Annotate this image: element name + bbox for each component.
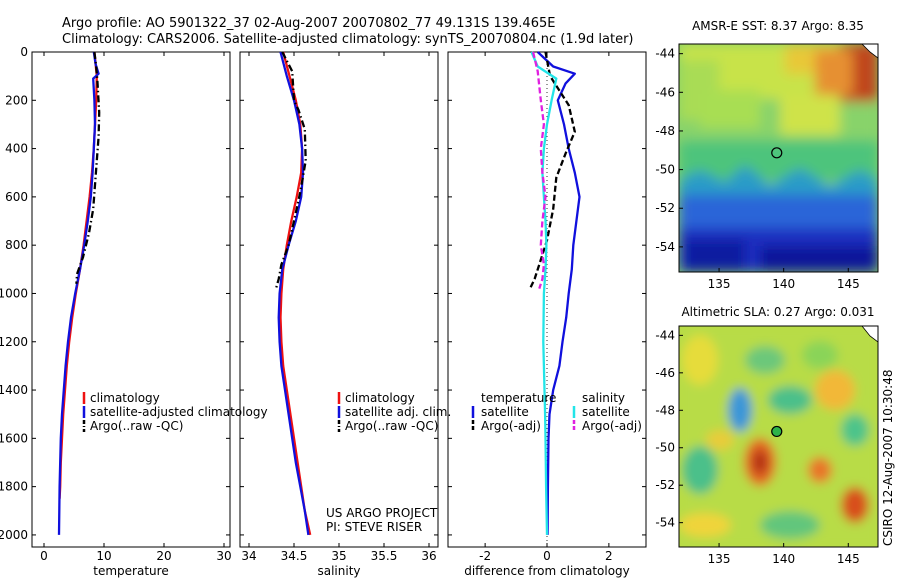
map-x-tick-label: 145 — [837, 277, 860, 291]
legend-label-satellite: satellite adj. clim. — [345, 405, 451, 419]
temperature-legend: climatology satellite-adjusted climatolo… — [82, 391, 268, 433]
y-tick-label: 1600 — [0, 431, 28, 445]
salinity-xlabel: salinity — [317, 564, 360, 578]
y-tick-label: 1800 — [0, 480, 28, 494]
map-y-tick-label: -54 — [655, 516, 675, 530]
legend-label-argo: Argo(..raw -QC) — [90, 419, 183, 433]
x-tick-label: 35 — [331, 549, 346, 563]
map-x-tick-label: 140 — [772, 552, 795, 566]
difference-legend: temperature salinity satellite Argo(-adj… — [471, 391, 642, 433]
salinity-panel — [239, 51, 439, 548]
x-tick-label: 0 — [40, 549, 48, 563]
temperature-panel — [31, 51, 231, 548]
argo-location-marker — [771, 425, 783, 438]
map-y-tick-label: -44 — [655, 47, 675, 61]
x-tick-label: 30 — [216, 549, 231, 563]
y-tick-label: 800 — [5, 238, 28, 252]
sla-map-title: Altimetric SLA: 0.27 Argo: 0.031 — [681, 305, 874, 319]
map-y-tick-label: -50 — [655, 163, 675, 177]
series-line-argo-adj- — [528, 51, 576, 290]
map-y-tick-label: -46 — [655, 85, 675, 99]
map-x-tick-label: 135 — [708, 277, 731, 291]
y-tick-label: 200 — [5, 93, 28, 107]
map-y-tick-label: -46 — [655, 366, 675, 380]
x-tick-label: 2 — [605, 549, 613, 563]
salinity-legend: climatology satellite adj. clim. Argo(..… — [337, 391, 451, 433]
timestamp-label: CSIRO 12-Aug-2007 10:30:48 — [881, 370, 895, 546]
series-line-satellite — [530, 51, 558, 535]
x-tick-label: 36 — [421, 549, 436, 563]
map-y-tick-label: -52 — [655, 201, 675, 215]
difference-xlabel: difference from climatology — [464, 564, 630, 578]
figure-title-line2: Climatology: CARS2006. Satellite-adjuste… — [62, 32, 634, 47]
y-tick-label: 2000 — [0, 528, 28, 542]
legend-label-sal-argo: Argo(-adj) — [582, 419, 642, 433]
y-tick-label: 1400 — [0, 383, 28, 397]
map-y-tick-label: -54 — [655, 240, 675, 254]
x-tick-label: 0 — [543, 549, 551, 563]
legend-label-argo: Argo(..raw -QC) — [345, 419, 438, 433]
legend-label-climatology: climatology — [345, 391, 415, 405]
legend-label-climatology: climatology — [90, 391, 160, 405]
sst-map-title: AMSR-E SST: 8.37 Argo: 8.35 — [692, 19, 864, 33]
map-x-tick-label: 135 — [708, 552, 731, 566]
legend-label-satellite: satellite-adjusted climatology — [90, 405, 268, 419]
sla-map-frame — [678, 325, 879, 548]
legend-label-temp-satellite: satellite — [481, 405, 529, 419]
map-x-tick-label: 145 — [837, 552, 860, 566]
x-tick-label: 10 — [96, 549, 111, 563]
legend-label-sal-satellite: satellite — [582, 405, 630, 419]
x-tick-label: -2 — [479, 549, 491, 563]
map-y-tick-label: -44 — [655, 328, 675, 342]
project-label: US ARGO PROJECT — [326, 506, 438, 520]
map-y-tick-label: -50 — [655, 441, 675, 455]
series-line-argo-adj- — [531, 51, 547, 289]
figure-title-line1: Argo profile: AO 5901322_37 02-Aug-2007 … — [62, 16, 555, 31]
legend-label-temp-argo: Argo(-adj) — [481, 419, 541, 433]
series-line-argo-raw-qc- — [274, 51, 307, 289]
legend-title-salinity: salinity — [582, 391, 625, 405]
sst-map — [679, 44, 878, 272]
map-y-tick-label: -48 — [655, 124, 675, 138]
series-line-satellite-adj-clim- — [277, 51, 310, 536]
y-tick-label: 1000 — [0, 286, 28, 300]
map-y-tick-label: -48 — [655, 403, 675, 417]
y-tick-label: 0 — [20, 45, 28, 59]
pi-label: PI: STEVE RISER — [326, 520, 422, 534]
x-tick-label: 35.5 — [371, 549, 398, 563]
sst-map-frame — [678, 43, 879, 273]
map-x-tick-label: 140 — [772, 277, 795, 291]
legend-title-temperature: temperature — [481, 391, 556, 405]
map-y-tick-label: -52 — [655, 478, 675, 492]
series-line-satellite — [536, 51, 581, 535]
y-tick-label: 400 — [5, 142, 28, 156]
series-line-satellite-adjusted-climatology — [57, 51, 100, 535]
x-tick-label: 34 — [241, 549, 256, 563]
y-tick-label: 1200 — [0, 335, 28, 349]
argo-location-marker — [771, 147, 783, 159]
x-tick-label: 34.5 — [281, 549, 308, 563]
x-tick-label: 20 — [156, 549, 171, 563]
temperature-xlabel: temperature — [93, 564, 168, 578]
y-tick-label: 600 — [5, 190, 28, 204]
series-line-argo-raw-qc- — [75, 51, 101, 284]
